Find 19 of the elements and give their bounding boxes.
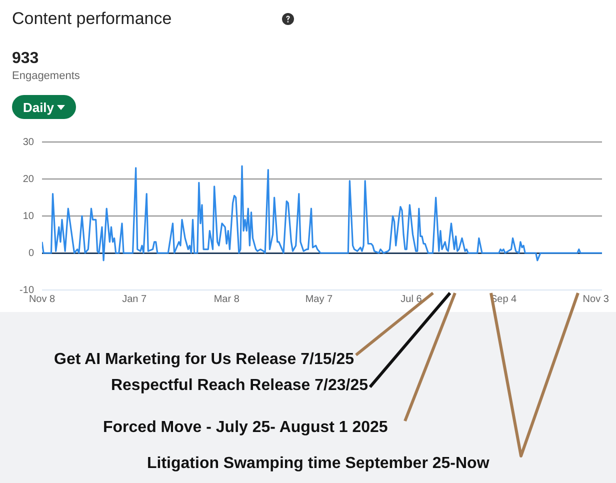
text: Litigation Swamping time September 25-Now xyxy=(147,455,490,473)
x-tick-label: Jan 7 xyxy=(122,294,147,305)
text: Get AI Marketing for Us Release 7/15/25 xyxy=(54,351,354,369)
y-tick-label: -10 xyxy=(20,284,34,296)
y-tick-label: 30 xyxy=(22,136,34,148)
x-tick-label: Mar 8 xyxy=(214,294,240,305)
x-tick-label: Jul 6 xyxy=(400,294,422,305)
x-tick-label: May 7 xyxy=(305,294,333,305)
x-tick-label: Nov 8 xyxy=(28,294,56,305)
y-tick-label: 0 xyxy=(28,248,34,259)
text: Respectful Reach Release 7/23/25 xyxy=(110,377,368,395)
text: Forced Move - July 25- August 1 2025 xyxy=(103,419,388,437)
chart-title: Content performance xyxy=(12,9,172,29)
text: 933 xyxy=(12,50,39,68)
y-tick-label: 20 xyxy=(22,174,34,185)
text: Engagements xyxy=(12,70,80,82)
x-tick-label: Nov 3 xyxy=(582,294,610,305)
period-dropdown[interactable]: Daily xyxy=(12,95,76,119)
y-tick-label: 10 xyxy=(22,210,34,222)
